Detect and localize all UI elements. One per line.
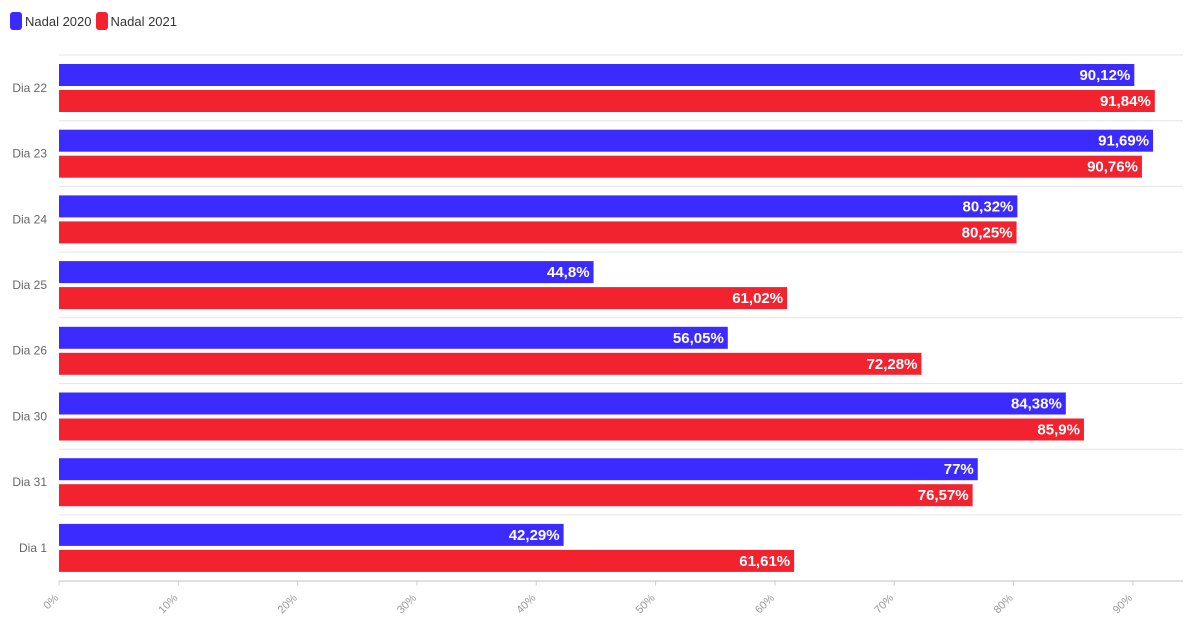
bar [59,523,564,546]
category-label: Dia 24 [12,212,47,226]
bar [59,155,1142,178]
bar [59,352,922,375]
x-tick-label: 20% [276,592,300,616]
bar [59,418,1084,441]
data-label: 80,32% [963,198,1014,215]
bar [59,261,594,284]
x-tick-label: 50% [634,592,658,616]
chart-legend: Nadal 2020 Nadal 2021 [10,12,181,30]
x-tick-label: 10% [156,592,180,616]
bar [59,195,1018,218]
category-label: Dia 26 [12,344,47,358]
bar [59,129,1154,152]
data-label: 44,8% [547,264,590,281]
x-tick-label: 40% [514,592,538,616]
legend-label-nadal-2020: Nadal 2020 [25,13,92,29]
category-label: Dia 25 [12,278,47,292]
bar [59,64,1135,86]
x-tick-label: 60% [753,592,777,616]
legend-label-nadal-2021: Nadal 2021 [110,13,178,29]
category-label: Dia 31 [12,475,47,489]
data-label: 61,02% [732,290,783,307]
data-label: 80,25% [962,224,1013,241]
category-label: Dia 1 [19,541,47,555]
data-label: 61,61% [739,553,790,570]
bar [59,326,728,349]
legend-swatch-nadal-2020 [10,12,22,30]
legend-item-nadal-2021[interactable]: Nadal 2021 [95,12,178,30]
legend-item-nadal-2020[interactable]: Nadal 2020 [10,12,92,30]
bar [59,458,978,481]
x-tick-label: 80% [992,592,1016,616]
data-label: 56,05% [673,330,724,347]
data-label: 42,29% [509,527,560,544]
bar [59,287,788,310]
x-tick-label: 70% [872,592,896,616]
category-label: Dia 22 [12,81,47,95]
x-tick-label: 30% [395,592,419,616]
category-label: Dia 23 [12,147,47,161]
x-tick-label: 90% [1111,592,1135,616]
data-label: 90,76% [1087,159,1138,176]
bar [59,221,1017,244]
data-label: 84,38% [1011,396,1062,413]
data-label: 77% [944,461,974,478]
bar [59,484,973,507]
data-label: 85,9% [1037,422,1080,439]
category-label: Dia 30 [12,409,47,423]
bar [59,549,795,572]
data-label: 91,69% [1098,133,1149,150]
data-label: 90,12% [1079,67,1130,84]
bar [59,392,1066,415]
x-tick-label: 0% [41,592,61,612]
data-label: 72,28% [867,356,918,373]
bar [59,90,1155,112]
legend-swatch-nadal-2021 [95,12,108,30]
data-label: 91,84% [1100,93,1151,110]
data-label: 76,57% [918,487,969,504]
